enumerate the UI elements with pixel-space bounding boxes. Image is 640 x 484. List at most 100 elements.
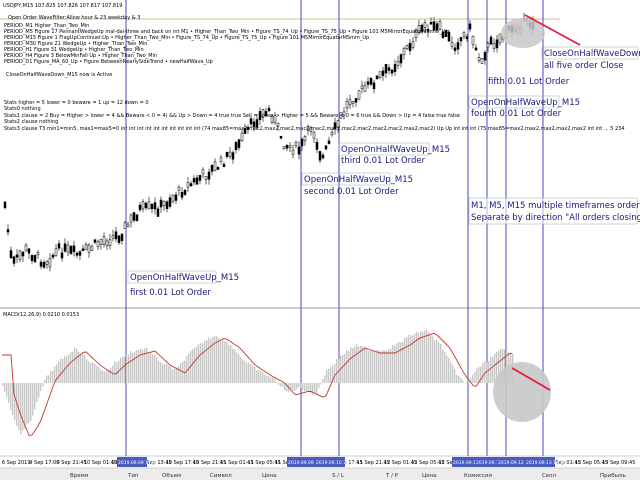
macd-bar (20, 383, 22, 435)
terminal-column-header[interactable]: T / P (385, 473, 399, 479)
candle-body (477, 57, 481, 61)
candle-body (129, 214, 133, 223)
candle-body (66, 244, 70, 253)
time-axis-label: 9 Sep 17:00 (29, 460, 59, 466)
candle-body (186, 182, 190, 188)
terminal-column-header[interactable]: Символ (210, 473, 232, 479)
terminal-column-header[interactable]: Цена (422, 473, 437, 479)
candle-body (468, 23, 472, 30)
candle-body (210, 164, 214, 172)
note-box (468, 197, 638, 225)
macd-bar (226, 341, 228, 383)
macd-bar (356, 343, 358, 383)
annotation-fourth-title: OpenOnHalfWaveUp_M15 (471, 98, 580, 108)
candle-body (81, 248, 85, 251)
macd-bar (378, 350, 380, 383)
candle-body (345, 100, 349, 109)
terminal-column-header[interactable]: Объем (162, 473, 181, 479)
candle-body (156, 208, 160, 217)
candle-body (36, 252, 40, 256)
macd-bar (362, 346, 364, 383)
time-axis-markers: 2019.09.09 17:45 2019.09.09 23:452019.09.… (117, 457, 566, 467)
candle-body (96, 241, 100, 248)
annotation-box (541, 46, 639, 60)
candle-body (180, 192, 184, 198)
candle-body (453, 47, 457, 51)
annotation-first-sub: first 0.01 Lot Order (130, 288, 211, 298)
candle-body (351, 101, 355, 104)
annotation-second-title: OpenOnHalfWaveUp_M15 (304, 175, 413, 185)
terminal-column-header[interactable]: Тип (127, 473, 139, 479)
macd-bar (116, 362, 118, 383)
macd-bar (180, 362, 182, 383)
macd-bar (490, 356, 492, 383)
macd-bar (298, 383, 300, 388)
macd-bar (242, 359, 244, 383)
terminal-column-header[interactable]: Своп (542, 473, 556, 479)
indicator-line: PERIOD_H4 Figure 3 BelowMinFall Up • Hig… (4, 53, 157, 59)
candle-body (243, 128, 247, 134)
macd-bar (132, 352, 134, 383)
macd-bar (222, 338, 224, 383)
status-line: Open Order WaveFilter:Allow hour & 23 we… (8, 15, 140, 21)
macd-bar (400, 342, 402, 383)
macd-bar (134, 351, 136, 383)
candle-body (435, 23, 439, 31)
terminal-column-header[interactable]: Прибыль (600, 473, 626, 479)
terminal-column-header[interactable]: S / L (332, 473, 345, 479)
macd-bar (306, 383, 308, 392)
macd-bar (102, 370, 104, 383)
terminal-column-header[interactable]: Время (70, 473, 88, 479)
indicator-text-block: PERIOD_M1 Higher_Than_Two_Min PERIOD_M5 … (4, 23, 449, 65)
candle-body (369, 77, 373, 85)
macd-bar (294, 383, 296, 391)
indicator-line: PERIOD_M30 Figure 21 WedgeUp • Higher_Th… (4, 41, 147, 47)
candle-body (57, 243, 61, 249)
macd-bar (104, 371, 106, 383)
terminal-column-header[interactable]: Комиссия (464, 473, 492, 479)
candle-body (432, 21, 436, 31)
terminal-column-header[interactable]: Цена (262, 473, 277, 479)
macd-bar (236, 352, 238, 383)
time-axis-label: 10 Sep 01:45 (84, 460, 117, 466)
macd-bar (430, 335, 432, 383)
time-marker-label: 2019.09.12 09:45 (476, 460, 516, 466)
macd-bar (120, 357, 122, 383)
macd-bar (446, 355, 448, 383)
candle-body (54, 248, 58, 256)
macd-bar (154, 354, 156, 383)
macd-signal-line (2, 332, 513, 437)
candle-body (9, 250, 13, 259)
candle-body (294, 142, 298, 146)
candle-body (189, 183, 193, 187)
candle-body (387, 67, 391, 71)
candle-body (93, 239, 97, 243)
candle-body (417, 25, 421, 33)
macd-bar (228, 345, 230, 383)
candle-body (18, 250, 22, 260)
time-axis-label: 9 Sep 21:45 (57, 460, 87, 466)
macd-bar (314, 383, 316, 394)
candle-body (348, 99, 352, 105)
macd-bar (248, 362, 250, 383)
macd-bar (178, 365, 180, 383)
candle-body (396, 61, 400, 66)
macd-bar (500, 348, 502, 383)
candle-body (411, 41, 415, 48)
macd-bar (358, 346, 360, 383)
macd-bar (488, 361, 490, 383)
candle-body (123, 222, 127, 229)
stats-line: Stats1 clause = 2 Buy = Higher > lower =… (4, 113, 460, 119)
candle-body (474, 47, 478, 51)
time-marker-label: 2019.09.12 21:45 (498, 460, 538, 466)
time-marker-label: 2019.09.11 05:45 (453, 460, 493, 466)
candle-body (219, 157, 223, 162)
candle-body (162, 200, 166, 206)
macd-bar (332, 365, 334, 383)
macd-bar (126, 353, 128, 383)
macd-bar (468, 379, 470, 383)
candle-body (225, 152, 229, 157)
candle-body (384, 64, 388, 74)
candle-body (255, 119, 259, 128)
